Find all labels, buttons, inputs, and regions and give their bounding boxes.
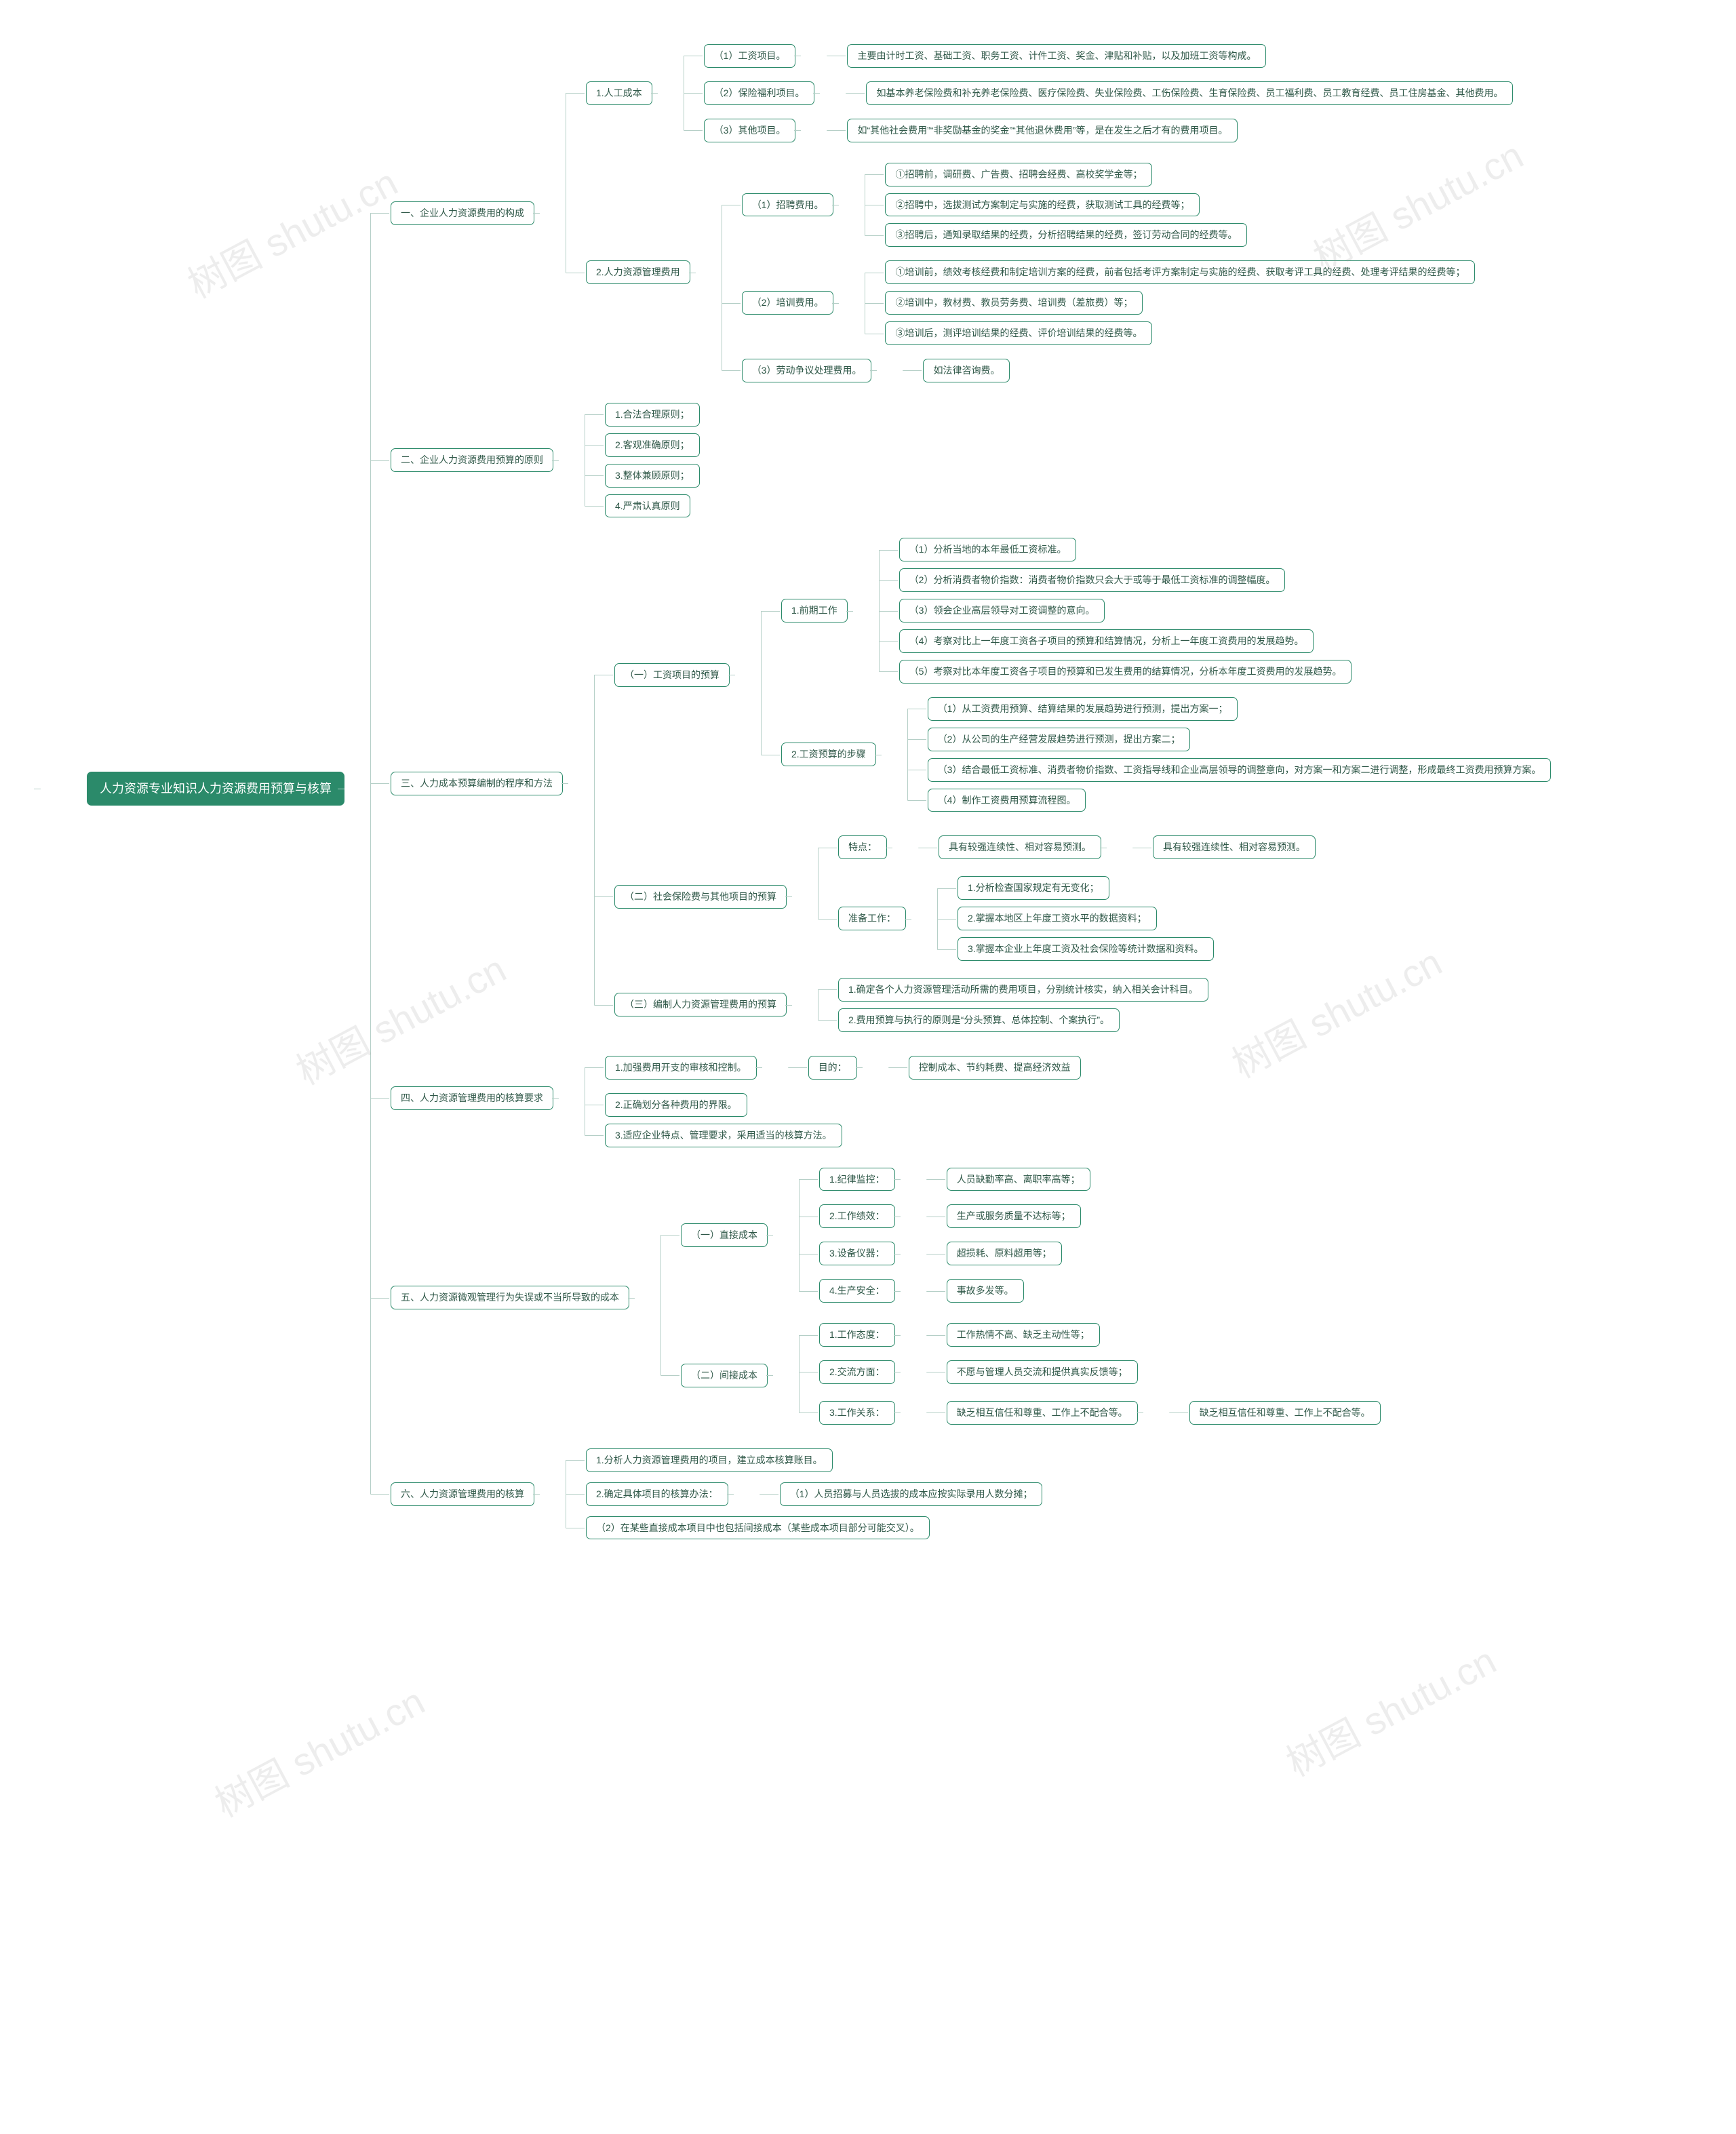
s5-d[interactable]: （一）直接成本 [681,1223,768,1247]
s3-p3[interactable]: （三）编制人力资源管理费用的预算 [614,993,787,1016]
s1-n2-a-1: ①招聘前，调研费、广告费、招聘会经费、高校奖学金等； [885,163,1152,186]
section-3[interactable]: 三、人力成本预算编制的程序和方法 [391,772,563,795]
s3-p2-prep-2: 2.掌握本地区上年度工资水平的数据资料； [958,907,1157,930]
s3-p1-step[interactable]: 2.工资预算的步骤 [781,743,876,766]
s5-d-1[interactable]: 1.纪律监控： [819,1168,895,1191]
s1-n1-c[interactable]: （3）其他项目。 [704,119,796,142]
s5-d-3[interactable]: 3.设备仪器： [819,1242,895,1265]
s5-i[interactable]: （二）间接成本 [681,1364,768,1387]
s2-i1: 1.合法合理原则； [605,403,700,427]
s3-p1-pre-3: （3）领会企业高层领导对工资调整的意向。 [899,599,1105,623]
s5-i-3[interactable]: 3.工作关系： [819,1401,895,1425]
s5-d-3-d: 超损耗、原料超用等； [947,1242,1062,1265]
s3-p1-step-1: （1）从工资费用预算、结算结果的发展趋势进行预测，提出方案一； [928,697,1238,721]
s1-n1-a[interactable]: （1）工资项目。 [704,44,796,68]
s4-a-d: 控制成本、节约耗费、提高经济效益 [909,1056,1081,1080]
s1-n2-c[interactable]: （3）劳动争议处理费用。 [742,359,872,382]
s3-p1-step-4: （4）制作工资费用预算流程图。 [928,789,1086,812]
s5-i-1[interactable]: 1.工作态度： [819,1323,895,1347]
s5-d-2[interactable]: 2.工作绩效： [819,1204,895,1228]
s1-n2[interactable]: 2.人力资源管理费用 [586,260,690,284]
s1-n2-b-3: ③培训后，测评培训结果的经费、评价培训结果的经费等。 [885,321,1152,345]
s1-n1-b-d: 如基本养老保险费和补充养老保险费、医疗保险费、失业保险费、工伤保险费、生育保险费… [866,81,1513,105]
s3-p1[interactable]: （一）工资项目的预算 [614,663,730,687]
s5-d-2-d: 生产或服务质量不达标等； [947,1204,1081,1228]
s5-i-2-d: 不愿与管理人员交流和提供真实反馈等； [947,1360,1138,1384]
root-node[interactable]: 人力资源专业知识人力资源费用预算与核算 [87,772,344,806]
s5-d-1-d: 人员缺勤率高、离职率高等； [947,1168,1090,1191]
s3-p1-step-2: （2）从公司的生产经营发展趋势进行预测，提出方案二； [928,728,1191,751]
s5-d-4[interactable]: 4.生产安全： [819,1279,895,1303]
s6-2-d: （1）人员招募与人员选拔的成本应按实际录用人数分摊； [780,1482,1043,1506]
mindmap-canvas: 人力资源专业知识人力资源费用预算与核算 一、企业人力资源费用的构成 1.人工成本… [0,0,1736,2134]
watermark-text: 树图 shutu.cn [204,1672,433,1828]
s2-i3: 3.整体兼顾原则； [605,464,700,488]
s3-p1-pre-2: （2）分析消费者物价指数：消费者物价指数只会大于或等于最低工资标准的调整幅度。 [899,568,1286,592]
s6-3: （2）在某些直接成本项目中也包括间接成本（某些成本项目部分可能交叉）。 [586,1516,930,1540]
s1-n2-a-3: ③招聘后，通知录取结果的经费，分析招聘结果的经费，签订劳动合同的经费等。 [885,223,1247,247]
s1-n2-b[interactable]: （2）培训费用。 [742,291,834,315]
s1-n1[interactable]: 1.人工成本 [586,81,652,105]
s5-i-3-d1: 缺乏相互信任和尊重、工作上不配合等。 [947,1401,1138,1425]
s3-p1-pre[interactable]: 1.前期工作 [781,599,848,623]
section-2[interactable]: 二、企业人力资源费用预算的原则 [391,448,553,472]
s3-p1-step-3: （3）结合最低工资标准、消费者物价指数、工资指导线和企业高层领导的调整意向，对方… [928,758,1552,782]
s3-p2-prep[interactable]: 准备工作： [838,907,906,930]
mindmap-tree: 人力资源专业知识人力资源费用预算与核算 一、企业人力资源费用的构成 1.人工成本… [41,27,1695,1549]
s3-p2-feat-d2: 具有较强连续性、相对容易预测。 [1153,835,1316,859]
s3-p1-pre-5: （5）考察对比本年度工资各子项目的预算和已发生费用的结算情况，分析本年度工资费用… [899,660,1352,684]
s5-i-1-d: 工作热情不高、缺乏主动性等； [947,1323,1100,1347]
section-6[interactable]: 六、人力资源管理费用的核算 [391,1482,534,1506]
s1-n2-b-1: ①培训前，绩效考核经费和制定培训方案的经费，前者包括考评方案制定与实施的经费、获… [885,260,1475,284]
s1-n2-c-d: 如法律咨询费。 [923,359,1010,382]
s1-n2-a[interactable]: （1）招聘费用。 [742,193,834,217]
s4-b: 2.正确划分各种费用的界限。 [605,1093,747,1117]
s5-d-4-d: 事故多发等。 [947,1279,1024,1303]
s3-p2-prep-3: 3.掌握本企业上年度工资及社会保险等统计数据和资料。 [958,937,1214,961]
s1-n1-b[interactable]: （2）保险福利项目。 [704,81,815,105]
s1-n1-a-d: 主要由计时工资、基础工资、职务工资、计件工资、奖金、津贴和补贴，以及加班工资等构… [847,44,1266,68]
s2-i4: 4.严肃认真原则 [605,494,690,518]
s3-p2-feat[interactable]: 特点： [838,835,887,859]
s1-n1-c-d: 如“其他社会费用”“非奖励基金的奖金”“其他退休费用”等，是在发生之后才有的费用… [847,119,1238,142]
section-1[interactable]: 一、企业人力资源费用的构成 [391,201,534,225]
s4-a[interactable]: 1.加强费用开支的审核和控制。 [605,1056,757,1080]
watermark-text: 树图 shutu.cn [1276,1631,1505,1787]
s1-n2-b-2: ②培训中，教材费、教员劳务费、培训费（差旅费）等； [885,291,1143,315]
section-5[interactable]: 五、人力资源微观管理行为失误或不当所导致的成本 [391,1286,629,1309]
s3-p1-pre-1: （1）分析当地的本年最低工资标准。 [899,538,1077,561]
s3-p1-pre-4: （4）考察对比上一年度工资各子项目的预算和结算情况，分析上一年度工资费用的发展趋… [899,629,1314,653]
s4-a-m: 目的： [808,1056,857,1080]
s5-i-3-d2: 缺乏相互信任和尊重、工作上不配合等。 [1189,1401,1381,1425]
s3-p3-1: 1.确定各个人力资源管理活动所需的费用项目，分别统计核实，纳入相关会计科目。 [838,978,1208,1002]
s5-i-2[interactable]: 2.交流方面： [819,1360,895,1384]
s4-c: 3.适应企业特点、管理要求，采用适当的核算方法。 [605,1124,842,1147]
s6-1: 1.分析人力资源管理费用的项目，建立成本核算账目。 [586,1448,833,1472]
s1-n2-a-2: ②招聘中，选拔测试方案制定与实施的经费，获取测试工具的经费等； [885,193,1200,217]
s3-p2-prep-1: 1.分析检查国家规定有无变化； [958,876,1109,900]
s3-p2[interactable]: （二）社会保险费与其他项目的预算 [614,885,787,909]
s3-p3-2: 2.费用预算与执行的原则是“分头预算、总体控制、个案执行”。 [838,1008,1120,1032]
s2-i2: 2.客观准确原则； [605,433,700,457]
section-4[interactable]: 四、人力资源管理费用的核算要求 [391,1086,553,1110]
s6-2[interactable]: 2.确定具体项目的核算办法： [586,1482,728,1506]
s3-p2-feat-d1: 具有较强连续性、相对容易预测。 [939,835,1101,859]
